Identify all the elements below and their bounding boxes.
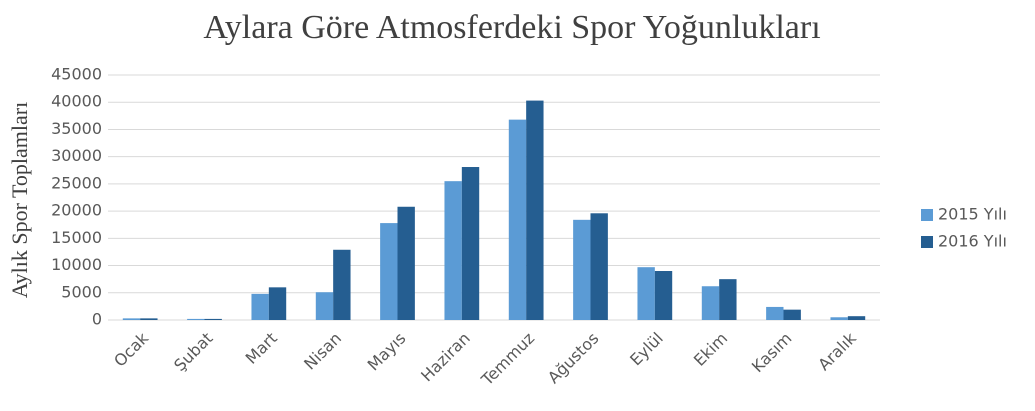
x-tick-label: Aralık [814,328,860,374]
bar [654,271,673,320]
bar [719,279,737,320]
bar [268,287,287,320]
x-tick-label: Mayıs [364,329,410,375]
y-tick-label: 40000 [51,92,102,111]
bar [122,318,141,320]
x-tick-label: Eylül [626,329,667,370]
x-tick-label: Mart [242,329,281,368]
bar [204,318,222,320]
x-tick-label: Ağustos [544,329,603,388]
x-tick-label: Kasım [748,329,796,377]
y-tick-label: 20000 [51,201,102,220]
y-tick-label: 25000 [51,173,102,192]
x-tick-label: Şubat [170,329,216,375]
bar [251,293,269,320]
y-tick-label: 15000 [51,228,102,247]
y-tick-label: 10000 [51,255,102,274]
bar [315,292,334,320]
y-tick-label: 45000 [51,65,102,84]
bar [847,316,866,320]
y-tick-label: 5000 [61,282,102,301]
bar [444,181,462,320]
x-tick-label: Ocak [110,328,153,371]
y-tick-label: 0 [92,310,102,329]
bar [766,306,784,320]
legend-label: 2015 Yılı [938,205,1007,224]
bar [783,309,801,320]
bar [637,267,655,320]
y-tick-label: 35000 [51,119,102,138]
x-tick-label: Nisan [300,329,345,374]
legend-swatch [921,236,933,248]
bar [397,206,415,320]
y-tick-label: 30000 [51,146,102,165]
bar [526,100,544,320]
x-tick-label: Ekim [690,329,731,370]
bar [140,318,158,320]
bar [508,119,527,321]
x-tick-label: Temmuz [477,329,538,390]
bar [380,223,398,320]
bar [461,167,480,320]
legend-label: 2016 Yılı [938,232,1007,251]
chart-title: Aylara Göre Atmosferdeki Spor Yoğunlukla… [203,9,820,46]
legend-swatch [921,209,933,221]
bar [830,317,848,320]
bar [573,219,591,320]
y-axis-label: Aylık Spor Toplamları [7,102,32,298]
x-tick-label: Haziran [417,329,474,386]
bar [701,286,720,320]
bar [590,213,608,320]
bar [187,318,205,320]
bar [333,249,351,320]
